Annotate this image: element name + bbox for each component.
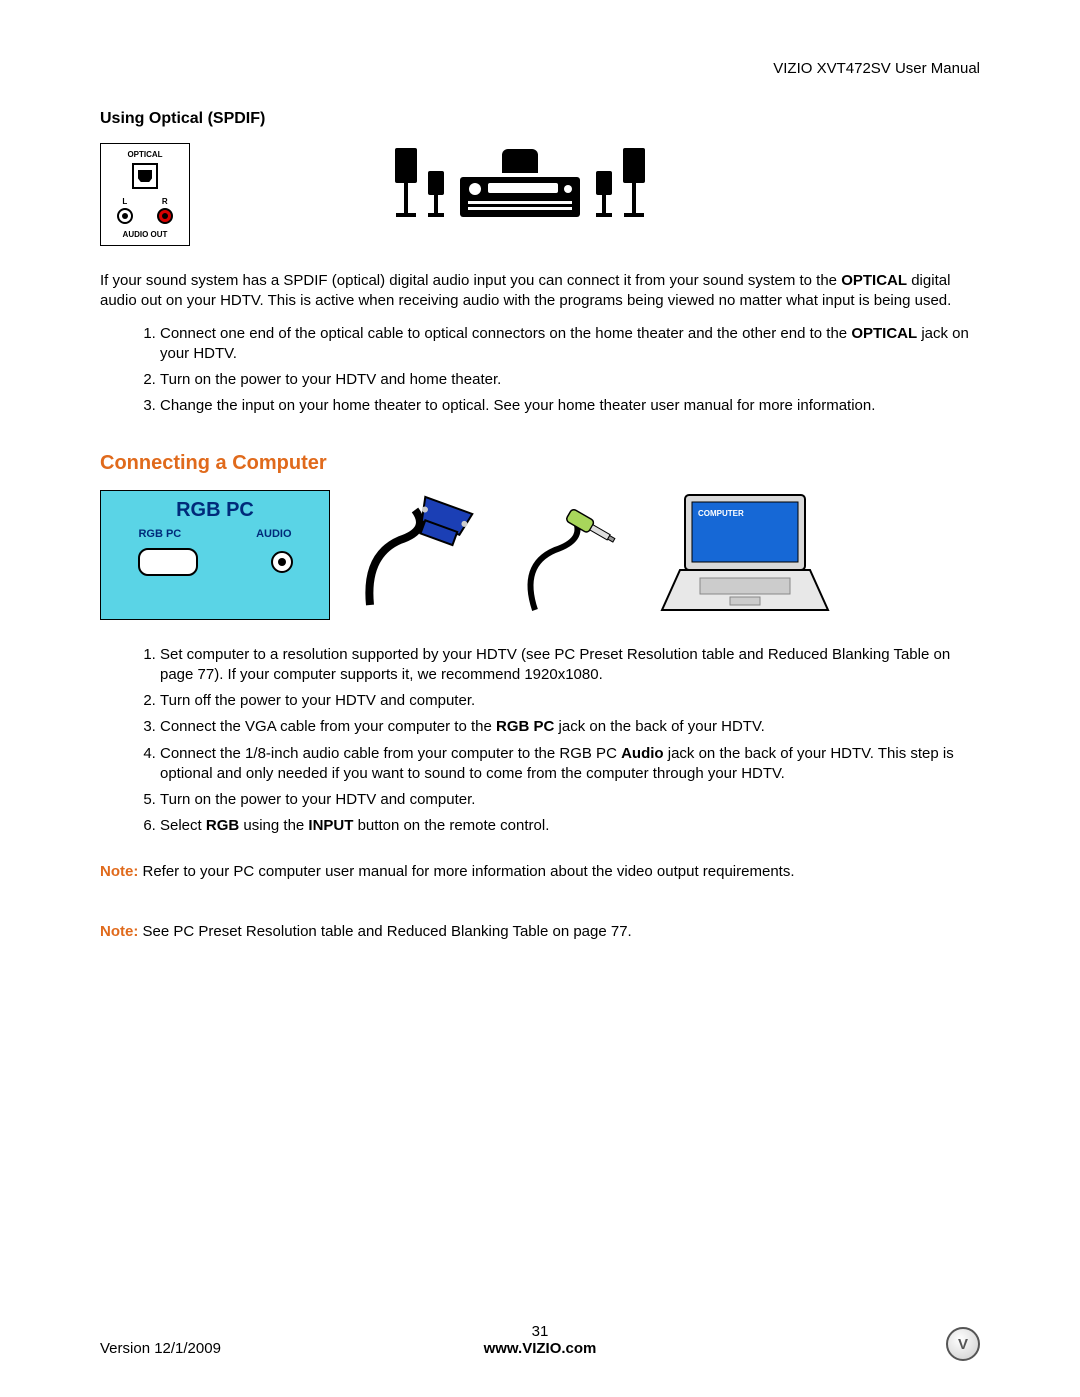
laptop-icon: COMPUTER — [660, 490, 830, 620]
pc-title: Connecting a Computer — [100, 452, 980, 475]
footer-page: 31 — [484, 1323, 597, 1340]
spdif-title: Using Optical (SPDIF) — [100, 110, 980, 128]
spdif-intro: If your sound system has a SPDIF (optica… — [100, 271, 980, 312]
audio-jack-right-icon — [157, 208, 173, 224]
pc-steps: Set computer to a resolution supported b… — [160, 645, 980, 837]
footer: Version 12/1/2009 31 www.VIZIO.com V — [100, 1340, 980, 1357]
right-label: R — [162, 197, 168, 206]
pc-step-3: Connect the VGA cable from your computer… — [160, 717, 980, 737]
pc-step-2: Turn off the power to your HDTV and comp… — [160, 691, 980, 711]
pc-step-6: Select RGB using the INPUT button on the… — [160, 816, 980, 836]
pc-step-5: Turn on the power to your HDTV and compu… — [160, 790, 980, 810]
spdif-illustration-row: OPTICAL L R AUDIO OUT — [100, 143, 980, 246]
spdif-step-2: Turn on the power to your HDTV and home … — [160, 370, 980, 390]
header-product: VIZIO XVT472SV User Manual — [773, 60, 980, 77]
left-label: L — [122, 197, 127, 206]
audio-port-icon — [271, 551, 293, 573]
spdif-steps: Connect one end of the optical cable to … — [160, 324, 980, 417]
rgb-panel-title: RGB PC — [101, 491, 329, 522]
rgb-sub-label: RGB PC — [138, 528, 181, 540]
pc-illustration-row: RGB PC RGB PC AUDIO COMPUTER — [100, 490, 980, 620]
rgb-panel: RGB PC RGB PC AUDIO — [100, 490, 330, 620]
vga-cable-icon — [360, 495, 490, 615]
spdif-step-1: Connect one end of the optical cable to … — [160, 324, 980, 365]
home-theater-icon — [390, 143, 650, 243]
audio-sub-label: AUDIO — [256, 528, 291, 540]
pc-step-1: Set computer to a resolution supported b… — [160, 645, 980, 686]
note-2: Note: See PC Preset Resolution table and… — [100, 922, 980, 942]
vga-port-icon — [138, 548, 198, 576]
audio-jack-left-icon — [117, 208, 133, 224]
note-1: Note: Refer to your PC computer user man… — [100, 862, 980, 882]
vizio-logo-icon: V — [946, 1327, 980, 1361]
laptop-screen-label: COMPUTER — [698, 509, 744, 518]
footer-url: www.VIZIO.com — [484, 1340, 597, 1357]
footer-version: Version 12/1/2009 — [100, 1340, 221, 1357]
pc-step-4: Connect the 1/8-inch audio cable from yo… — [160, 744, 980, 785]
audio-out-label: AUDIO OUT — [105, 230, 185, 239]
optical-panel: OPTICAL L R AUDIO OUT — [100, 143, 190, 246]
optical-port-icon — [132, 163, 158, 189]
spdif-step-3: Change the input on your home theater to… — [160, 396, 980, 416]
optical-label: OPTICAL — [105, 150, 185, 159]
audio-cable-icon — [520, 495, 630, 615]
